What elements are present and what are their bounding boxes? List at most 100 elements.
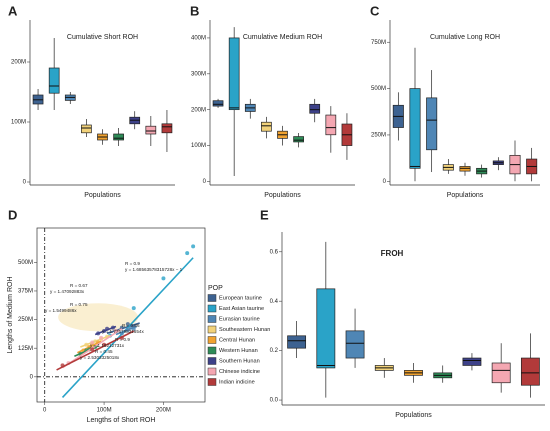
annotation: y = 1.77579831654x	[102, 329, 144, 334]
y-tick-label: 0.0	[270, 398, 279, 404]
y-tick-label: 0	[23, 180, 27, 186]
legend-key	[207, 294, 217, 302]
x-axis-label: Lengths of Short ROH	[87, 417, 156, 424]
plot-frame	[36, 227, 206, 403]
panel-label: C	[370, 3, 380, 18]
annotation: y = 1.47092883x	[50, 289, 85, 294]
y-tick-label: 250M	[18, 317, 33, 323]
box	[316, 288, 336, 369]
fit-line	[77, 340, 102, 354]
legend-label: East Asian taurine	[219, 306, 264, 312]
y-tick-label: 250M	[371, 133, 386, 139]
legend-key	[207, 346, 217, 355]
point	[99, 335, 104, 340]
legend-label: Southeastern Hunan	[219, 327, 270, 333]
y-tick-label: 300M	[191, 71, 206, 77]
fit-line	[94, 325, 117, 336]
fit-line	[56, 330, 135, 371]
annotation: R = 0.9	[125, 261, 140, 266]
annotation: y = 1.16212731x	[90, 343, 125, 348]
legend-label: Indian indicine	[219, 379, 255, 385]
fit-line	[115, 325, 138, 336]
box	[293, 136, 304, 143]
x-axis-label: Populations	[264, 192, 301, 199]
y-tick-label: 400M	[191, 36, 206, 42]
y-tick-label: 100M	[11, 120, 26, 126]
y-tick-label: 375M	[18, 289, 33, 295]
y-tick-label: 200M	[191, 107, 206, 113]
annotation: y = 1.5499486x	[45, 308, 77, 313]
x-axis-label: Populations	[395, 412, 432, 419]
panel-title: FROH	[381, 249, 404, 258]
y-tick-label: 0	[383, 179, 387, 185]
box	[113, 133, 124, 141]
point	[90, 347, 95, 352]
fit-line	[80, 334, 111, 348]
y-tick-label: 125M	[18, 346, 33, 352]
point	[125, 322, 130, 327]
annotation: R = 0.67	[70, 283, 88, 288]
y-tick-label: 500M	[18, 260, 33, 266]
y-tick-label: 500M	[371, 86, 386, 92]
legend-key	[207, 315, 217, 323]
y-tick-label: 0.2	[270, 348, 279, 354]
annotation: y = 2.5303325018x	[80, 355, 120, 360]
y-tick-label: 0	[203, 179, 207, 185]
legend-label: European taurine	[219, 295, 262, 301]
point	[185, 251, 190, 256]
x-axis-label: Populations	[84, 192, 121, 199]
annotation: R = 0.75	[70, 302, 88, 307]
point	[90, 340, 95, 345]
annotation: y = 1.68563578315728x − 1	[125, 267, 183, 272]
fit-line	[106, 322, 140, 335]
box	[309, 103, 321, 114]
box	[145, 125, 157, 135]
panel-title: Cumulative Medium ROH	[243, 34, 322, 41]
point	[191, 244, 196, 249]
legend-key	[207, 367, 217, 376]
legend-label: Southern Hunan	[219, 358, 260, 364]
box	[462, 357, 482, 366]
box	[161, 123, 173, 134]
box	[426, 97, 438, 151]
legend-key	[207, 336, 217, 344]
y-tick-label: 0.4	[270, 299, 279, 305]
box	[345, 330, 365, 359]
x-axis-label: Populations	[447, 192, 484, 199]
legend-title: POP	[208, 285, 223, 292]
y-tick-label: 100M	[191, 143, 206, 149]
box	[81, 124, 92, 134]
box	[409, 88, 421, 169]
panel-label: A	[8, 3, 18, 18]
box	[287, 335, 307, 349]
point	[131, 306, 136, 311]
panel-label: D	[8, 207, 17, 222]
legend-label: Chinese indicine	[219, 369, 260, 375]
y-tick-label: 0.6	[270, 249, 279, 255]
legend-label: Central Hunan	[219, 337, 255, 343]
panel-title: Cumulative Long ROH	[430, 34, 500, 41]
y-tick-label: 0	[30, 374, 34, 380]
point	[161, 276, 166, 281]
box	[212, 100, 224, 107]
box	[325, 114, 337, 136]
box	[48, 67, 60, 94]
annotation: R = 0.9	[115, 337, 130, 342]
legend-key	[207, 304, 217, 313]
legend-label: Eurasian taurine	[219, 316, 260, 322]
x-tick-label: 0	[43, 408, 47, 414]
x-tick-label: 100M	[97, 408, 112, 414]
box	[228, 37, 240, 111]
y-tick-label: 200M	[11, 60, 26, 66]
box	[520, 357, 540, 386]
cluster-shade	[58, 303, 139, 332]
panel-label: E	[260, 207, 269, 222]
box	[261, 121, 272, 132]
annotation: R = 0.86	[122, 323, 140, 328]
y-tick-label: 750M	[371, 40, 386, 46]
x-tick-label: 200M	[156, 408, 171, 414]
legend-key	[207, 325, 217, 334]
legend-label: Western Hunan	[219, 348, 258, 354]
fit-line	[61, 257, 194, 398]
